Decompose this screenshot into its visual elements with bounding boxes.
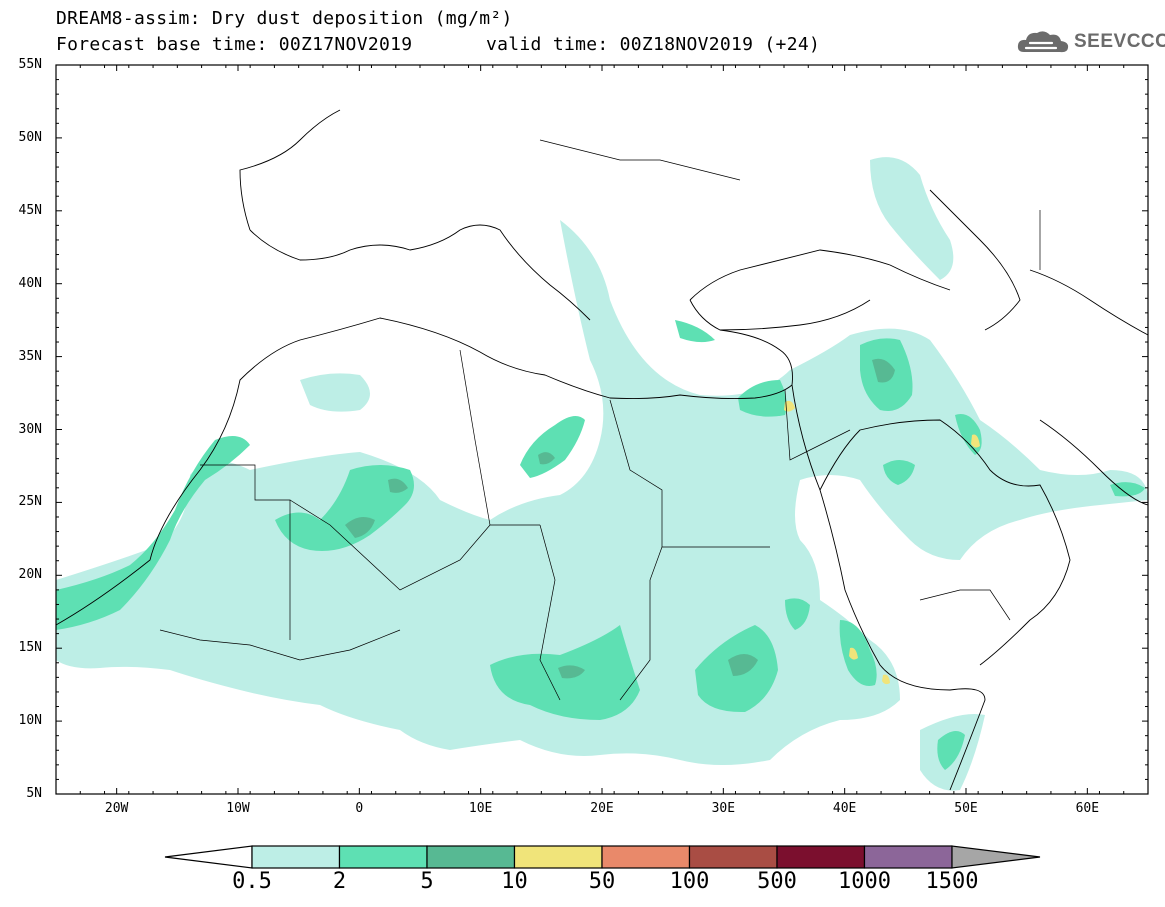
colorbar-label: 50 — [588, 869, 616, 894]
latitude-label: 30N — [18, 421, 42, 437]
longitude-label: 0 — [355, 801, 364, 816]
colorbar-label: 1000 — [838, 869, 891, 894]
seevccc-logo: SEEVCCC — [1016, 28, 1165, 56]
colorbar-label: 2 — [332, 869, 347, 894]
chart-title: DREAM8-assim: Dry dust deposition (mg/m²… — [56, 8, 513, 29]
longitude-label: 20E — [590, 801, 614, 816]
colorbar-cell — [951, 845, 1041, 869]
longitude-label: 10W — [226, 801, 250, 816]
colorbar-cell — [251, 845, 341, 869]
colorbar-label: 0.5 — [232, 869, 272, 894]
colorbar-cell — [863, 845, 953, 869]
colorbar-cell — [688, 845, 778, 869]
colorbar-label: 1500 — [925, 869, 979, 894]
latitude-label: 40N — [18, 275, 42, 291]
latitude-label: 50N — [18, 129, 42, 145]
colorbar-cell — [776, 845, 866, 869]
longitude-label: 30E — [711, 801, 736, 816]
logo-text: SEEVCCC — [1074, 31, 1165, 52]
dust-band-yellow — [784, 400, 980, 685]
country-borders — [159, 139, 1041, 701]
longitude-label: 20W — [104, 801, 129, 816]
colorbar-label: 500 — [757, 869, 797, 894]
colorbar-cell — [426, 845, 516, 869]
cloud-logo-icon — [1017, 31, 1069, 53]
latitude-label: 20N — [18, 567, 42, 583]
latitude-label: 55N — [18, 57, 42, 72]
colorbar-cell — [338, 845, 428, 869]
colorbar-label: 100 — [669, 869, 710, 894]
colorbar — [164, 845, 1041, 869]
dust-band-dark — [345, 358, 895, 679]
colorbar-label: 10 — [501, 869, 528, 894]
latitude-label: 45N — [18, 202, 42, 218]
longitude-label: 10E — [468, 801, 493, 816]
forecast-time-line: Forecast base time: 00Z17NOV2019 valid ti… — [56, 34, 820, 55]
axis-ticks — [55, 64, 1149, 795]
map-content — [56, 109, 1148, 791]
longitude-label: 40E — [832, 801, 857, 816]
colorbar-cell — [601, 845, 691, 869]
latitude-label: 35N — [18, 348, 42, 364]
latitude-label: 5N — [26, 786, 42, 801]
colorbar-cell — [513, 845, 603, 869]
latitude-label: 15N — [18, 640, 42, 656]
colorbar-label: 5 — [420, 869, 434, 894]
valid-time: valid time: 00Z18NOV2019 (+24) — [486, 34, 821, 55]
base-time: Forecast base time: 00Z17NOV2019 — [56, 34, 413, 55]
colorbar-cell — [164, 845, 253, 869]
coastlines — [56, 109, 1148, 791]
longitude-label: 50E — [954, 801, 978, 816]
longitude-label: 60E — [1075, 801, 1100, 816]
dust-band-green — [56, 320, 1145, 770]
latitude-label: 10N — [18, 713, 42, 729]
latitude-label: 25N — [18, 494, 42, 510]
